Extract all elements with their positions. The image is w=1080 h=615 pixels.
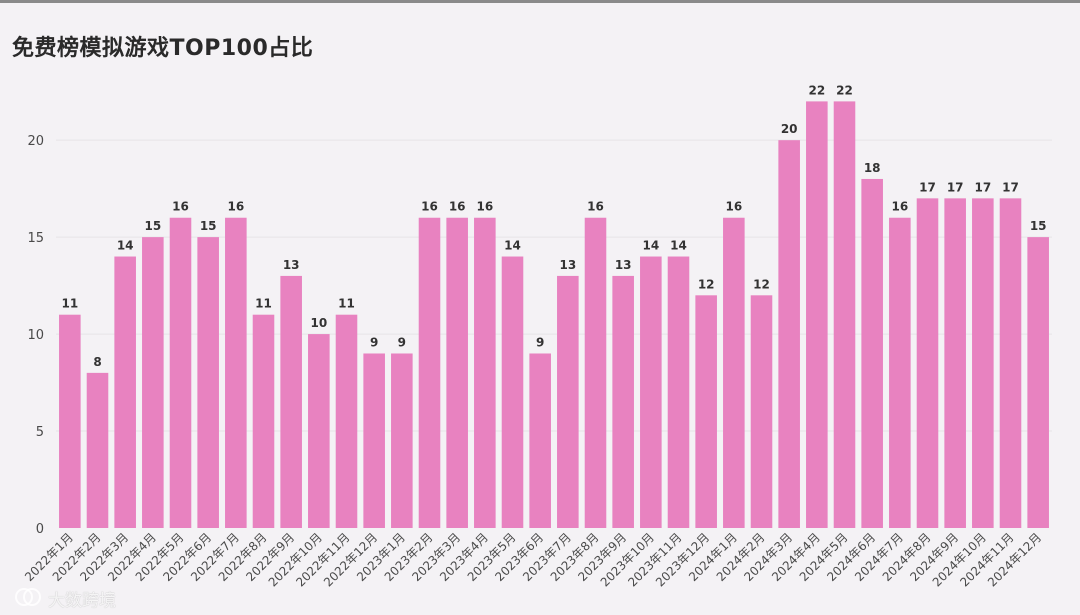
data-label: 15 — [1030, 219, 1047, 233]
data-label: 16 — [421, 200, 438, 214]
bar — [750, 295, 773, 528]
data-label: 14 — [504, 239, 521, 253]
bar — [446, 217, 468, 528]
data-label: 13 — [615, 258, 632, 272]
bar — [944, 198, 966, 528]
data-label: 17 — [1002, 180, 1019, 194]
data-label: 16 — [449, 200, 466, 214]
bar — [1027, 237, 1049, 528]
data-label: 20 — [781, 122, 798, 136]
bar — [225, 217, 247, 528]
bar — [59, 314, 81, 528]
bar — [557, 275, 579, 528]
y-tick-label: 20 — [27, 134, 44, 149]
data-label: 14 — [670, 239, 687, 253]
bar — [972, 198, 994, 528]
data-label: 15 — [200, 219, 217, 233]
bar — [474, 217, 496, 528]
bar — [640, 256, 662, 528]
bar — [806, 101, 828, 529]
bar — [363, 353, 385, 528]
y-tick-label: 10 — [27, 328, 44, 343]
data-label: 16 — [476, 200, 493, 214]
bar — [529, 353, 551, 528]
bar — [916, 198, 939, 528]
data-label: 15 — [144, 219, 161, 233]
data-label: 22 — [808, 83, 825, 97]
data-label: 22 — [836, 83, 853, 97]
bar — [86, 372, 109, 528]
bar — [778, 140, 800, 528]
chart-title: 免费榜模拟游戏TOP100占比 — [12, 36, 314, 61]
data-label: 17 — [974, 180, 991, 194]
bar — [114, 256, 136, 528]
bar — [584, 217, 607, 528]
data-label: 17 — [947, 180, 964, 194]
bar — [197, 237, 219, 528]
watermark: 大数跨境 — [14, 586, 154, 611]
top-border — [0, 0, 1080, 3]
data-label: 11 — [255, 297, 272, 311]
data-label: 9 — [398, 335, 406, 349]
bar — [501, 256, 524, 528]
y-tick-label: 15 — [27, 231, 44, 246]
data-label: 9 — [536, 335, 544, 349]
bar — [418, 217, 441, 528]
bar — [169, 217, 192, 528]
bar — [695, 295, 717, 528]
bar — [723, 217, 745, 528]
data-label: 10 — [310, 316, 327, 330]
bar — [667, 256, 690, 528]
data-label: 9 — [370, 335, 378, 349]
bar — [142, 237, 164, 528]
data-label: 12 — [753, 277, 770, 291]
bar — [612, 275, 634, 528]
bar — [833, 101, 856, 529]
data-label: 13 — [559, 258, 576, 272]
data-label: 14 — [642, 239, 659, 253]
data-label: 8 — [93, 355, 101, 369]
data-label: 17 — [919, 180, 936, 194]
data-label: 16 — [227, 200, 244, 214]
data-label: 16 — [172, 200, 189, 214]
y-tick-label: 0 — [36, 522, 44, 537]
data-label: 11 — [338, 297, 355, 311]
data-label: 12 — [698, 277, 715, 291]
bar — [889, 217, 911, 528]
data-label: 16 — [725, 200, 742, 214]
data-label: 13 — [283, 258, 300, 272]
data-label: 14 — [117, 239, 134, 253]
data-label: 16 — [587, 200, 604, 214]
data-label: 11 — [61, 297, 78, 311]
bar — [391, 353, 413, 528]
watermark-logo-icon — [15, 588, 41, 606]
y-tick-label: 5 — [36, 425, 44, 440]
data-label: 16 — [891, 200, 908, 214]
bar — [280, 275, 302, 528]
bar — [861, 178, 883, 528]
bar — [308, 334, 330, 528]
bar — [335, 314, 358, 528]
bar — [252, 314, 275, 528]
watermark-text: 大数跨境 — [48, 591, 116, 611]
data-label: 18 — [864, 161, 881, 175]
bar — [999, 198, 1022, 528]
